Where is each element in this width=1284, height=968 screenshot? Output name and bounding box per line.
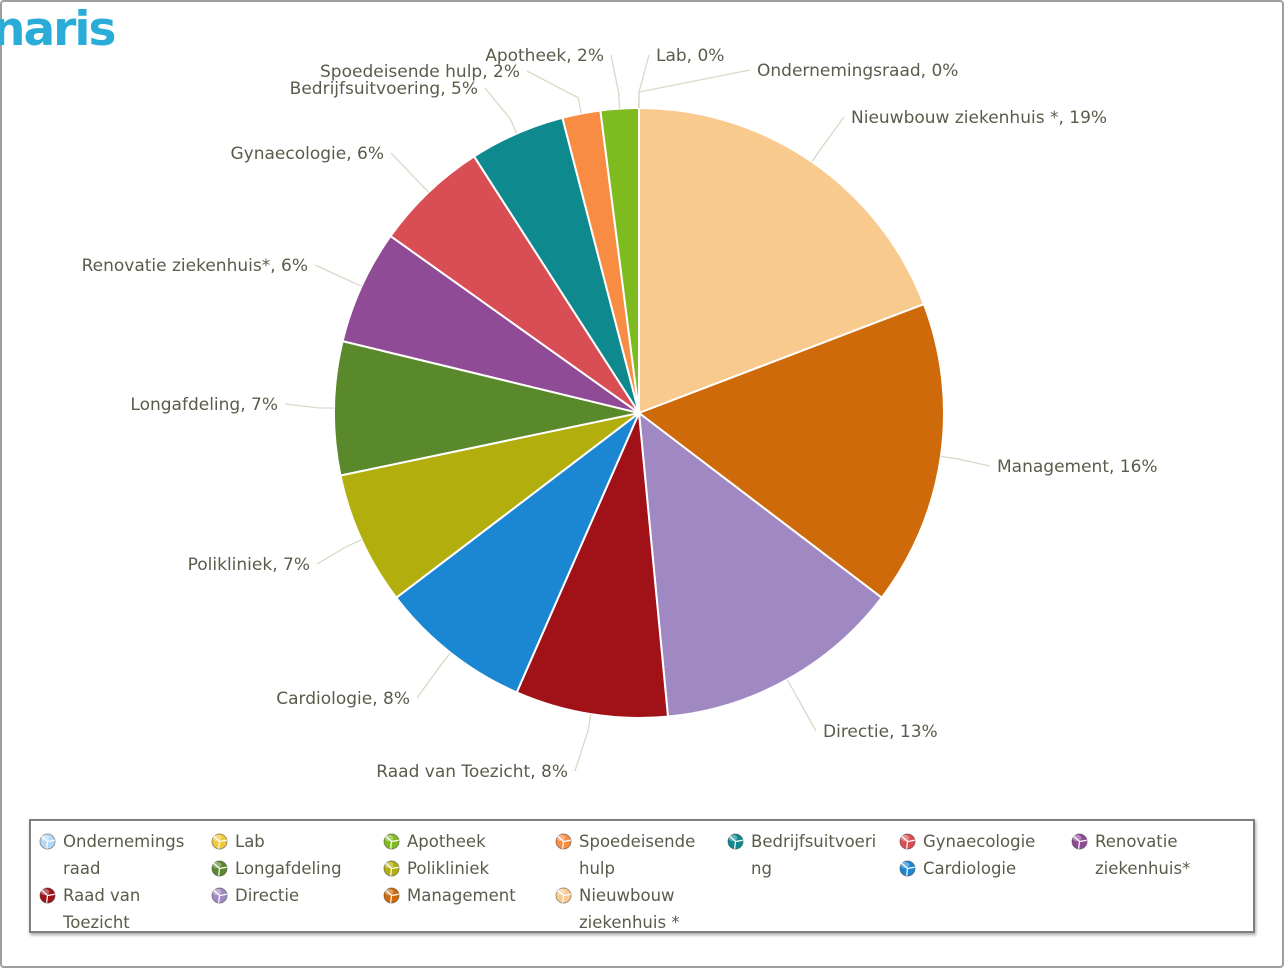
- legend-item-nieuwbouw-ziekenhuis: Nieuwbouw ziekenhuis *: [555, 882, 727, 936]
- pie-marker-icon: [383, 860, 400, 877]
- pie-marker-icon: [555, 833, 572, 850]
- pie-marker-icon: [39, 833, 56, 850]
- legend-item-raad-van-toezicht: Raad van Toezicht: [39, 882, 211, 936]
- pie-slice-polikliniek[interactable]: [339, 412, 640, 599]
- slice-label-management: Management, 16%: [997, 457, 1158, 477]
- slice-label-polikliniek: Polikliniek, 7%: [188, 555, 310, 575]
- leader-line-cardiologie: [416, 652, 451, 699]
- legend-label: Nieuwbouw ziekenhuis *: [579, 886, 680, 932]
- chart-legend: Ondernemingsraad Raad van Toezicht Lab Long…: [29, 819, 1255, 933]
- leader-line-ondernemingsraad: [638, 69, 751, 108]
- leader-line-polikliniek: [316, 539, 362, 565]
- leader-line-spoedeisende-hulp: [526, 70, 582, 114]
- slice-label-gynaecologie: Gynaecologie, 6%: [230, 144, 384, 164]
- pie-marker-icon: [1071, 833, 1088, 850]
- naris-logo: naris: [0, 2, 116, 57]
- leader-line-bedrijfsuitvoering: [484, 87, 518, 134]
- legend-column: Spoedeisende hulp Nieuwbouw ziekenhuis *: [555, 828, 727, 936]
- legend-item-renovatie-ziekenhuis: Renovatie ziekenhuis*: [1071, 828, 1243, 882]
- slice-label-directie: Directie, 13%: [823, 722, 938, 742]
- legend-label: Ondernemingsraad: [63, 832, 185, 878]
- slice-label-ondernemingsraad: Ondernemingsraad, 0%: [757, 61, 958, 81]
- legend-label: Raad van Toezicht: [63, 886, 141, 932]
- legend-label: Cardiologie: [923, 859, 1017, 878]
- pie-marker-icon: [383, 833, 400, 850]
- legend-item-gynaecologie: Gynaecologie: [899, 828, 1071, 855]
- legend-label: Lab: [235, 832, 265, 851]
- legend-item-longafdeling: Longafdeling: [211, 855, 383, 882]
- legend-column: Renovatie ziekenhuis*: [1071, 828, 1243, 882]
- leader-line-apotheek: [610, 54, 621, 109]
- legend-column: Bedrijfsuitvoering: [727, 828, 899, 882]
- legend-column: Apotheek Polikliniek Management: [383, 828, 555, 909]
- legend-label: Directie: [235, 886, 300, 905]
- legend-item-spoedeisende-hulp: Spoedeisende hulp: [555, 828, 727, 882]
- pie-marker-icon: [211, 887, 228, 904]
- pie-marker-icon: [899, 833, 916, 850]
- leader-line-raad-van-toezicht: [574, 714, 592, 772]
- leader-line-gynaecologie: [390, 152, 429, 193]
- pie-slice-cardiologie[interactable]: [395, 412, 640, 694]
- legend-label: Spoedeisende hulp: [579, 832, 696, 878]
- leader-line-renovatie-ziekenhuis: [314, 264, 362, 287]
- pie-slice-management[interactable]: [638, 303, 945, 599]
- slice-label-renovatie-ziekenhuis: Renovatie ziekenhuis*, 6%: [82, 256, 308, 276]
- pie-marker-icon: [211, 860, 228, 877]
- legend-label: Management: [407, 886, 516, 905]
- pie-marker-icon: [211, 833, 228, 850]
- legend-label: Renovatie ziekenhuis*: [1095, 832, 1191, 878]
- pie-slice-nieuwbouw-ziekenhuis[interactable]: [638, 107, 925, 414]
- pie-slice-raad-van-toezicht[interactable]: [515, 412, 669, 719]
- legend-label: Longafdeling: [235, 859, 342, 878]
- pie-slice-directie[interactable]: [638, 412, 883, 718]
- legend-label: Gynaecologie: [923, 832, 1036, 851]
- legend-item-cardiologie: Cardiologie: [899, 855, 1071, 882]
- legend-item-bedrijfsuitvoering: Bedrijfsuitvoering: [727, 828, 899, 882]
- leader-line-lab: [638, 54, 650, 108]
- legend-label: Apotheek: [407, 832, 486, 851]
- legend-label: Bedrijfsuitvoering: [751, 832, 877, 878]
- leader-line-nieuwbouw-ziekenhuis: [811, 116, 845, 163]
- legend-item-ondernemingsraad: Ondernemingsraad: [39, 828, 211, 882]
- pie-chart: Nieuwbouw ziekenhuis *, 19% Management, 1…: [82, 46, 1158, 782]
- legend-item-polikliniek: Polikliniek: [383, 855, 555, 882]
- slice-label-nieuwbouw-ziekenhuis: Nieuwbouw ziekenhuis *, 19%: [851, 108, 1107, 128]
- legend-item-management: Management: [383, 882, 555, 909]
- slice-label-apotheek: Apotheek, 2%: [485, 46, 604, 66]
- slice-label-cardiologie: Cardiologie, 8%: [276, 689, 410, 709]
- slice-label-raad-van-toezicht: Raad van Toezicht, 8%: [376, 762, 568, 782]
- legend-column: Ondernemingsraad Raad van Toezicht: [39, 828, 211, 936]
- legend-item-lab: Lab: [211, 828, 383, 855]
- slice-label-spoedeisende-hulp: Spoedeisende hulp, 2%: [320, 62, 520, 82]
- legend-column: Gynaecologie Cardiologie: [899, 828, 1071, 882]
- slice-label-bedrijfsuitvoering: Bedrijfsuitvoering, 5%: [290, 79, 478, 99]
- leader-line-directie: [786, 679, 817, 732]
- pie-marker-icon: [555, 887, 572, 904]
- slice-label-longafdeling: Longafdeling, 7%: [130, 395, 278, 415]
- legend-item-directie: Directie: [211, 882, 383, 909]
- pie-marker-icon: [383, 887, 400, 904]
- slice-label-lab: Lab, 0%: [656, 46, 724, 66]
- legend-item-apotheek: Apotheek: [383, 828, 555, 855]
- pie-marker-icon: [39, 887, 56, 904]
- leader-line-management: [940, 455, 991, 467]
- legend-label: Polikliniek: [407, 859, 490, 878]
- pie-marker-icon: [899, 860, 916, 877]
- pie-marker-icon: [727, 833, 744, 850]
- legend-column: Lab Longafdeling Directie: [211, 828, 383, 909]
- leader-line-longafdeling: [284, 403, 335, 409]
